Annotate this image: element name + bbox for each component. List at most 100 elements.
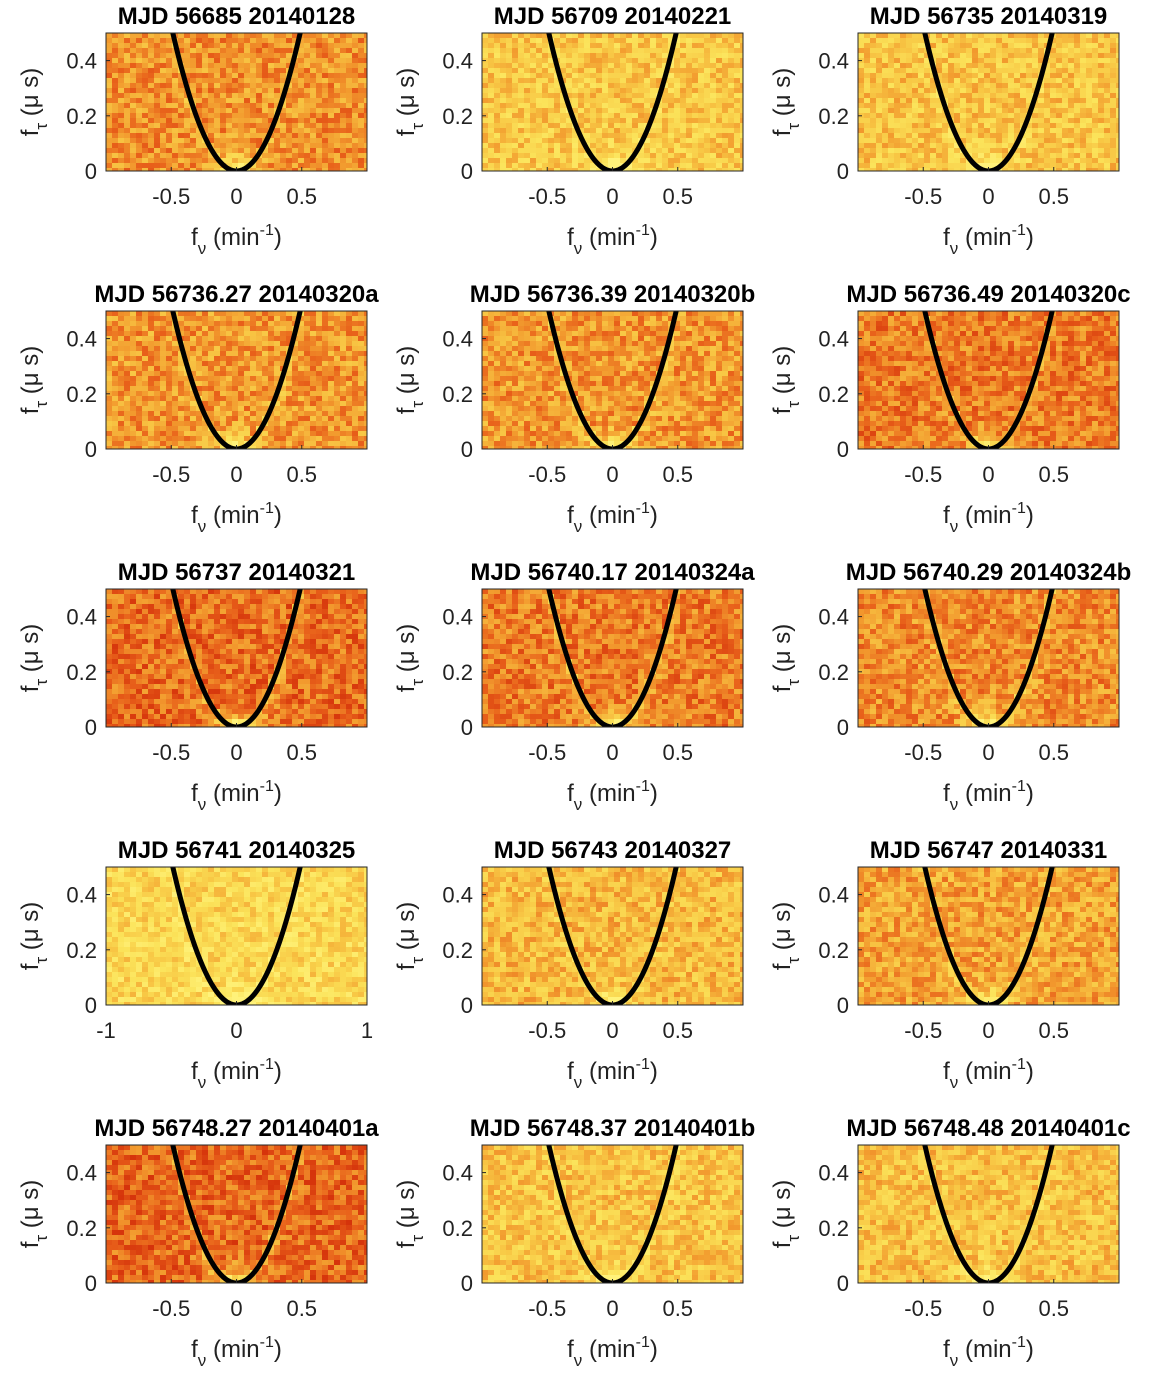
heatmap-cell	[698, 143, 704, 148]
heatmap-cell	[494, 113, 500, 118]
heatmap-cell	[912, 83, 918, 88]
heatmap-cell	[346, 93, 352, 98]
heatmap-cell	[352, 73, 358, 78]
heatmap-cell	[202, 346, 208, 351]
heatmap-cell	[208, 158, 214, 163]
heatmap-cell	[560, 123, 566, 128]
heatmap-cell	[262, 331, 268, 336]
heatmap-cell	[1026, 153, 1032, 158]
heatmap-cell	[172, 58, 178, 63]
heatmap-cell	[614, 93, 620, 98]
heatmap-cell	[256, 331, 262, 336]
heatmap-cell	[876, 68, 882, 73]
heatmap-cell	[106, 148, 112, 153]
heatmap-cell	[602, 63, 608, 68]
heatmap-cell	[620, 68, 626, 73]
heatmap-cell	[268, 93, 274, 98]
heatmap-cell	[530, 148, 536, 153]
heatmap-cell	[226, 33, 232, 38]
heatmap-cell	[184, 311, 190, 316]
heatmap-cell	[990, 128, 996, 133]
heatmap-cell	[208, 113, 214, 118]
heatmap-cell	[124, 396, 130, 401]
heatmap-cell	[310, 411, 316, 416]
heatmap-cell	[184, 118, 190, 123]
heatmap-cell	[340, 153, 346, 158]
heatmap-cell	[322, 396, 328, 401]
heatmap-cell	[614, 143, 620, 148]
heatmap-cell	[1020, 63, 1026, 68]
heatmap-cell	[650, 68, 656, 73]
heatmap-cell	[148, 326, 154, 331]
heatmap-cell	[232, 421, 238, 426]
heatmap-cell	[674, 73, 680, 78]
heatmap-cell	[620, 113, 626, 118]
heatmap-cell	[1002, 138, 1008, 143]
heatmap-cell	[960, 153, 966, 158]
heatmap-cell	[292, 63, 298, 68]
heatmap-cell	[202, 128, 208, 133]
heatmap-cell	[1080, 38, 1086, 43]
heatmap-cell	[244, 411, 250, 416]
heatmap-cell	[298, 366, 304, 371]
heatmap-cell	[130, 436, 136, 441]
heatmap-cell	[214, 446, 220, 449]
heatmap-cell	[698, 108, 704, 113]
heatmap-cell	[202, 38, 208, 43]
heatmap-cell	[130, 118, 136, 123]
heatmap-cell	[262, 326, 268, 331]
heatmap-cell	[1062, 98, 1068, 103]
heatmap-cell	[948, 78, 954, 83]
heatmap-cell	[704, 148, 710, 153]
heatmap-cell	[196, 78, 202, 83]
heatmap-cell	[322, 311, 328, 316]
heatmap-cell	[166, 143, 172, 148]
heatmap-cell	[620, 118, 626, 123]
heatmap-cell	[238, 436, 244, 441]
heatmap-cell	[1080, 103, 1086, 108]
heatmap-cell	[280, 158, 286, 163]
heatmap-cell	[136, 391, 142, 396]
heatmap-cell	[692, 168, 698, 171]
heatmap-cell	[518, 73, 524, 78]
heatmap-cell	[298, 133, 304, 138]
heatmap-cell	[948, 148, 954, 153]
heatmap-cell	[214, 391, 220, 396]
heatmap-cell	[864, 98, 870, 103]
heatmap-cell	[226, 326, 232, 331]
heatmap-cell	[882, 123, 888, 128]
heatmap-cell	[590, 68, 596, 73]
heatmap-cell	[1092, 118, 1098, 123]
heatmap-cell	[202, 371, 208, 376]
heatmap-cell	[1026, 133, 1032, 138]
heatmap-cell	[232, 381, 238, 386]
heatmap-cell	[668, 138, 674, 143]
heatmap-cell	[130, 128, 136, 133]
heatmap-cell	[680, 73, 686, 78]
heatmap-cell	[214, 351, 220, 356]
heatmap-cell	[1092, 113, 1098, 118]
heatmap-cell	[990, 78, 996, 83]
heatmap-cell	[482, 48, 488, 53]
heatmap-cell	[876, 33, 882, 38]
x-tick-label: 0.5	[286, 462, 317, 487]
heatmap-cell	[704, 168, 710, 171]
heatmap-cell	[118, 103, 124, 108]
heatmap-cell	[166, 113, 172, 118]
heatmap-cell	[930, 133, 936, 138]
heatmap-cell	[322, 128, 328, 133]
heatmap-cell	[900, 148, 906, 153]
heatmap-cell	[608, 63, 614, 68]
heatmap-cell	[178, 366, 184, 371]
heatmap-cell	[864, 133, 870, 138]
heatmap-cell	[184, 133, 190, 138]
heatmap-cell	[358, 163, 364, 168]
heatmap-cell	[142, 68, 148, 73]
heatmap-cell	[280, 361, 286, 366]
heatmap-cell	[876, 153, 882, 158]
heatmap-cell	[1026, 138, 1032, 143]
heatmap-cell	[130, 356, 136, 361]
heatmap-cell	[172, 331, 178, 336]
heatmap-cell	[340, 38, 346, 43]
heatmap-cell	[106, 356, 112, 361]
